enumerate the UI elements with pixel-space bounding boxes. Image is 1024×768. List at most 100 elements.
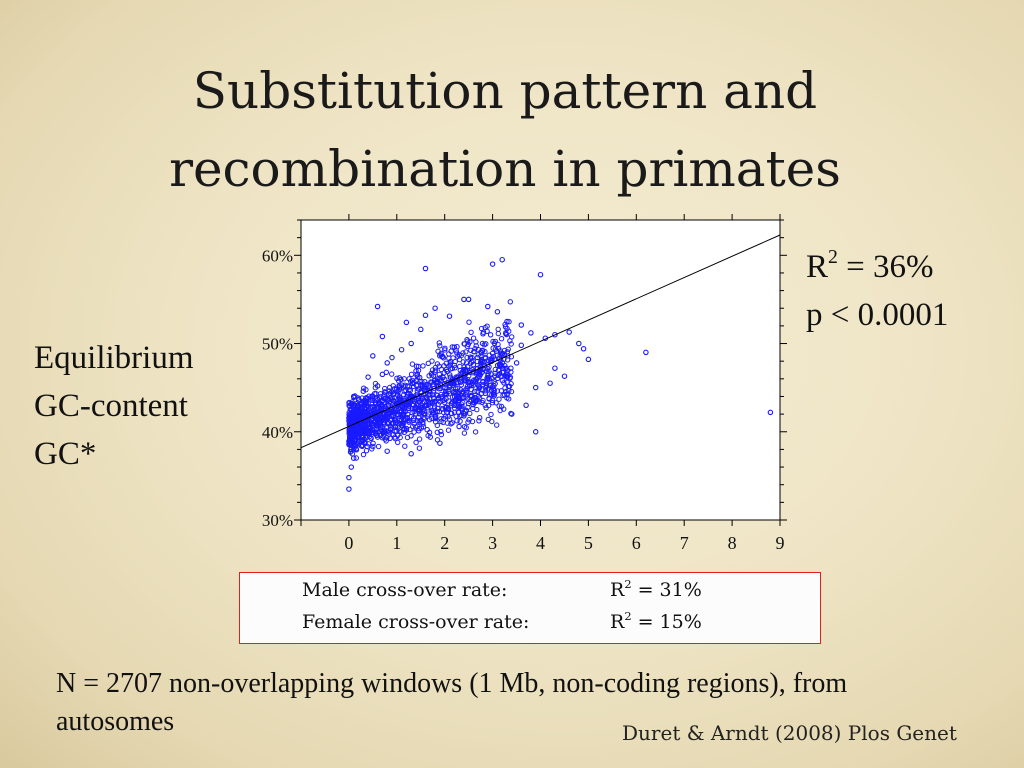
scatter-point	[566, 329, 572, 335]
scatter-point	[356, 396, 362, 402]
scatter-point	[349, 399, 355, 405]
scatter-point	[436, 340, 443, 346]
scatter-point	[488, 387, 495, 393]
scatter-point	[413, 383, 420, 389]
x-tick-label: 3	[488, 533, 497, 552]
x-tick-label: 7	[680, 533, 689, 552]
scatter-point	[459, 395, 465, 401]
scatter-point	[486, 395, 492, 402]
x-tick-label: 8	[728, 533, 737, 552]
scatter-point	[421, 406, 427, 412]
scatter-point	[458, 401, 465, 407]
scatter-point	[346, 474, 352, 481]
scatter-point	[513, 360, 520, 366]
scatter-point	[410, 380, 416, 387]
scatter-point	[370, 440, 376, 447]
scatter-point	[478, 349, 484, 355]
scatter-point	[404, 392, 411, 398]
scatter-point	[381, 427, 388, 433]
scatter-point	[499, 256, 505, 263]
regression-line	[300, 234, 781, 449]
scatter-point	[387, 384, 393, 391]
scatter-point	[348, 446, 354, 453]
scatter-point	[397, 385, 403, 391]
scatter-point	[374, 303, 381, 310]
scatter-point	[463, 360, 470, 366]
scatter-point	[401, 425, 407, 432]
scatter-point	[506, 319, 512, 325]
scatter-point	[384, 448, 390, 454]
scatter-point	[430, 410, 436, 416]
scatter-point	[482, 355, 489, 362]
scatter-point	[489, 261, 496, 267]
x-tick-label: 1	[392, 533, 401, 552]
scatter-point	[471, 388, 478, 395]
scatter-point	[503, 330, 509, 336]
scatter-point	[429, 367, 436, 373]
scatter-point	[359, 430, 365, 436]
scatter-point	[473, 343, 479, 349]
scatter-point	[375, 443, 382, 450]
scatter-point	[491, 383, 497, 389]
y-label-line-3: GC*	[34, 436, 97, 472]
scatter-point	[460, 350, 466, 356]
scatter-point	[523, 402, 529, 409]
scatter-point	[362, 439, 368, 445]
scatter-point	[359, 443, 365, 450]
scatter-point	[467, 398, 473, 405]
scatter-point	[643, 349, 649, 356]
scatter-point	[389, 371, 395, 377]
sample-note: N = 2707 non-overlapping windows (1 Mb, …	[56, 668, 848, 737]
scatter-point	[388, 416, 395, 422]
scatter-point	[508, 388, 515, 395]
scatter-point	[346, 418, 352, 424]
scatter-point	[476, 395, 483, 401]
scatter-point	[492, 338, 499, 345]
scatter-point	[502, 324, 509, 330]
scatter-point	[408, 340, 414, 347]
scatter-point	[400, 413, 406, 419]
scatter-point	[431, 405, 438, 411]
scatter-plot: 0 1 2 3 4 5 6 7 8 9 30% 40% 50% 60%	[262, 214, 787, 552]
scatter-point	[435, 376, 441, 382]
scatter-point	[414, 423, 421, 430]
scatter-point	[454, 403, 460, 409]
scatter-point	[457, 367, 464, 374]
scatter-point	[504, 379, 510, 386]
scatter-point	[537, 271, 544, 278]
scatter-point	[395, 424, 401, 431]
scatter-point	[430, 373, 437, 379]
scatter-point	[387, 426, 393, 432]
scatter-point	[505, 367, 511, 374]
x-tick-label: 6	[632, 533, 641, 552]
scatter-point	[352, 393, 358, 399]
scatter-point	[375, 429, 381, 436]
scatter-point	[435, 348, 441, 355]
scatter-point	[479, 387, 486, 393]
scatter-point	[356, 407, 363, 414]
scatter-point	[379, 333, 386, 340]
scatter-point	[485, 370, 491, 377]
scatter-point	[432, 398, 438, 404]
scatter-point	[440, 397, 446, 404]
r2-prefix: R	[806, 249, 829, 285]
scatter-point	[442, 345, 448, 352]
scatter-point	[416, 395, 422, 401]
scatter-point	[442, 390, 449, 396]
scatter-point	[767, 409, 774, 416]
scatter-point	[479, 347, 486, 354]
scatter-point	[504, 391, 510, 397]
scatter-point	[547, 380, 553, 386]
scatter-point	[496, 396, 502, 402]
scatter-point	[508, 410, 514, 417]
scatter-point	[458, 379, 464, 385]
scatter-point	[479, 399, 485, 406]
scatter-point	[459, 389, 465, 395]
scatter-point	[455, 409, 462, 415]
scatter-point	[453, 348, 459, 354]
scatter-point	[518, 342, 525, 349]
scatter-point	[390, 407, 397, 414]
scatter-point	[398, 346, 405, 353]
scatter-point	[408, 451, 414, 457]
scatter-point	[502, 321, 508, 328]
